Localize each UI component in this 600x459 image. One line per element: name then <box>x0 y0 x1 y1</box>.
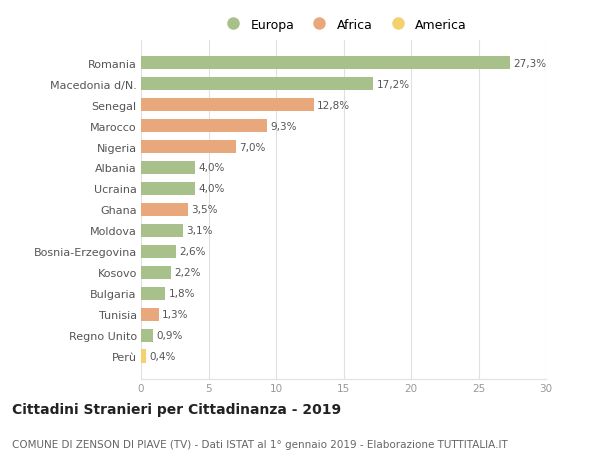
Bar <box>141 245 176 259</box>
Text: 9,3%: 9,3% <box>270 121 296 131</box>
Bar <box>141 350 146 364</box>
Bar <box>141 266 170 280</box>
Bar <box>141 56 509 70</box>
Bar <box>141 308 158 321</box>
Bar <box>141 119 266 133</box>
Text: 4,0%: 4,0% <box>199 163 225 173</box>
Text: COMUNE DI ZENSON DI PIAVE (TV) - Dati ISTAT al 1° gennaio 2019 - Elaborazione TU: COMUNE DI ZENSON DI PIAVE (TV) - Dati IS… <box>12 440 508 449</box>
Text: 2,6%: 2,6% <box>179 247 206 257</box>
Bar <box>141 224 183 238</box>
Text: 4,0%: 4,0% <box>199 184 225 194</box>
Bar <box>141 140 235 154</box>
Text: 0,9%: 0,9% <box>157 330 183 341</box>
Text: 3,1%: 3,1% <box>186 226 213 236</box>
Text: 0,4%: 0,4% <box>150 352 176 362</box>
Bar <box>141 287 166 301</box>
Text: 12,8%: 12,8% <box>317 101 350 110</box>
Bar <box>141 329 153 342</box>
Text: 2,2%: 2,2% <box>174 268 200 278</box>
Bar <box>141 161 195 175</box>
Text: 7,0%: 7,0% <box>239 142 265 152</box>
Bar <box>141 182 195 196</box>
Text: 1,8%: 1,8% <box>169 289 195 299</box>
Legend: Europa, Africa, America: Europa, Africa, America <box>215 14 472 37</box>
Text: 17,2%: 17,2% <box>377 79 410 90</box>
Bar <box>141 78 373 91</box>
Text: 27,3%: 27,3% <box>513 58 546 68</box>
Text: Cittadini Stranieri per Cittadinanza - 2019: Cittadini Stranieri per Cittadinanza - 2… <box>12 402 341 416</box>
Text: 3,5%: 3,5% <box>191 205 218 215</box>
Text: 1,3%: 1,3% <box>162 310 188 319</box>
Bar <box>141 203 188 217</box>
Bar <box>141 99 314 112</box>
